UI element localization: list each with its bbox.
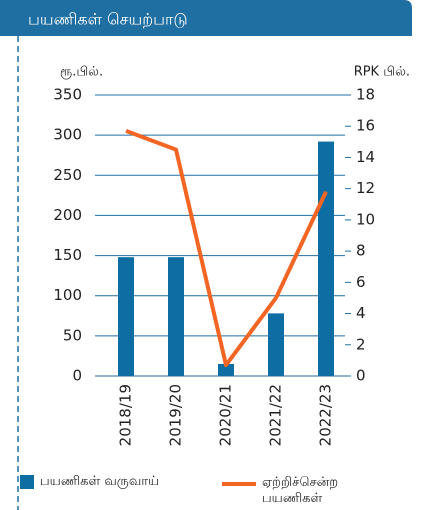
bar	[218, 363, 234, 376]
legend-label: பயணிகள் வருவாய்	[40, 474, 160, 489]
y-tick-label: 100	[53, 286, 82, 304]
chart-title: பயணிகள் செயற்பாடு	[28, 10, 188, 29]
y2-axis-label: RPK பில்.	[354, 65, 410, 80]
legend-line	[222, 482, 256, 486]
y2-tick-label: 14	[356, 148, 375, 166]
y2-tick-label: 6	[356, 273, 366, 291]
x-tick-label: 2019/20	[167, 384, 185, 446]
x-tick-label: 2018/19	[117, 384, 135, 446]
x-tick-label: 2020/21	[217, 384, 235, 446]
bar	[318, 141, 334, 376]
bar	[268, 313, 284, 376]
y2-tick-label: 8	[356, 242, 366, 260]
y2-tick-label: 4	[356, 304, 366, 322]
y-tick-label: 300	[53, 126, 82, 144]
bar	[168, 257, 184, 376]
y2-tick-label: 2	[356, 335, 366, 353]
y2-tick-label: 12	[356, 179, 375, 197]
x-tick-label: 2021/22	[267, 384, 285, 446]
y-tick-label: 350	[53, 86, 82, 104]
y-tick-label: 50	[63, 326, 82, 344]
y-tick-label: 150	[53, 246, 82, 264]
y2-tick-label: 18	[356, 86, 375, 104]
y2-tick-label: 10	[356, 210, 375, 228]
line	[125, 129, 328, 368]
bar	[118, 257, 134, 376]
legend-label: ஏற்றிச்சென்ற பயணிகள்	[262, 475, 339, 506]
y2-tick-label: 16	[356, 117, 375, 135]
y-tick-label: 200	[53, 206, 82, 224]
x-tick-label: 2022/23	[317, 384, 335, 446]
y-tick-label: 0	[72, 367, 82, 385]
legend-swatch	[20, 474, 34, 489]
y2-tick-label: 0	[356, 367, 366, 385]
y-axis-label: ரூ.பில்.	[60, 65, 103, 80]
y-tick-label: 250	[53, 166, 82, 184]
header-bar	[0, 0, 412, 36]
legend: பயணிகள் வருவாய்	[20, 474, 159, 490]
